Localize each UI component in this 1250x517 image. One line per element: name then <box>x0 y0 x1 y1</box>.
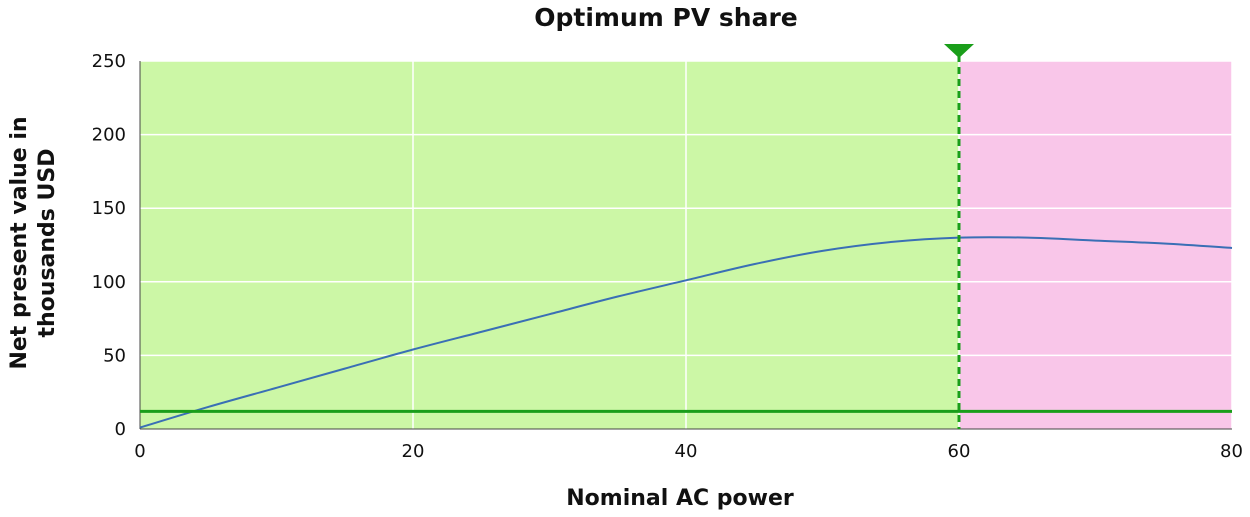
axes <box>139 61 1232 430</box>
x-tick-label: 80 <box>1220 441 1243 462</box>
x-tick-label: 40 <box>675 441 698 462</box>
y-tick-label: 200 <box>92 125 126 146</box>
y-tick-label: 250 <box>92 51 126 72</box>
y-tick-label: 100 <box>92 272 126 293</box>
y-axis-title-line-1: Net present value in <box>7 116 32 369</box>
y-tick-label: 0 <box>115 419 126 440</box>
x-tick-label: 0 <box>134 441 145 462</box>
x-axis-title: Nominal AC power <box>566 486 794 511</box>
x-tick-label: 60 <box>948 441 971 462</box>
annotations <box>140 44 1232 429</box>
x-tick-label: 20 <box>402 441 425 462</box>
y-tick-label: 50 <box>103 345 126 366</box>
y-tick-label: 150 <box>92 198 126 219</box>
y-axis-title-line-2: thousands USD <box>35 148 60 337</box>
series-layer <box>139 236 1233 429</box>
optimum-marker-triangle[interactable] <box>944 44 974 58</box>
y-axis-title: Net present value in thousands USD <box>7 116 60 369</box>
region-0 <box>140 61 959 429</box>
chart-title: Optimum PV share <box>534 3 797 32</box>
grid <box>140 60 1233 429</box>
y-tick-labels: 0 50 100 150 200 250 <box>92 51 126 440</box>
series-line-0 <box>139 236 1233 429</box>
x-tick-labels: 0 20 40 60 80 <box>134 441 1243 462</box>
